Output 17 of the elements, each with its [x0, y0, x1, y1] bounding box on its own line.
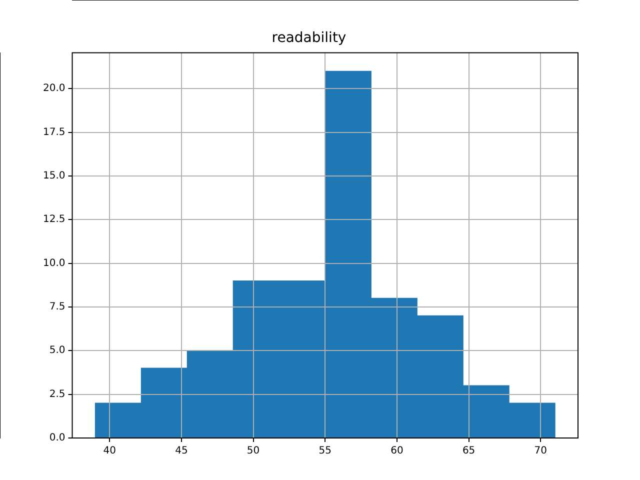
y-tick-label: 17.5 — [43, 126, 66, 138]
y-tick-label: 20.0 — [43, 83, 66, 94]
y-tick-label: 7.5 — [49, 302, 66, 313]
x-tick-label: 70 — [534, 446, 548, 457]
chart-title: readability — [272, 30, 346, 46]
y-tick-label: 15.0 — [43, 170, 66, 182]
x-tick-label: 65 — [462, 446, 476, 457]
x-tick-label: 55 — [318, 446, 332, 457]
x-tick-label: 50 — [246, 446, 260, 457]
y-tick-label: 2.5 — [49, 388, 66, 400]
y-tick-label: 0.0 — [49, 432, 66, 444]
x-tick-label: 60 — [390, 446, 404, 457]
x-tick-label: 45 — [175, 446, 188, 457]
x-tick-label: 40 — [103, 446, 116, 457]
y-tick-label: 5.0 — [49, 345, 66, 356]
y-tick-label: 10.0 — [43, 258, 66, 269]
y-tick-label: 12.5 — [43, 214, 66, 226]
